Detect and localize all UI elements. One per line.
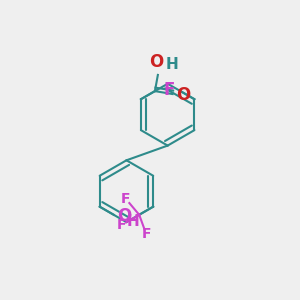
Text: F: F [164, 81, 175, 99]
Text: H: H [127, 214, 140, 229]
Text: F: F [142, 227, 151, 241]
Text: O: O [149, 53, 164, 71]
Text: O: O [176, 86, 191, 104]
Text: O: O [117, 207, 131, 225]
Text: F: F [121, 192, 131, 206]
Text: H: H [166, 57, 179, 72]
Text: F: F [117, 218, 126, 232]
